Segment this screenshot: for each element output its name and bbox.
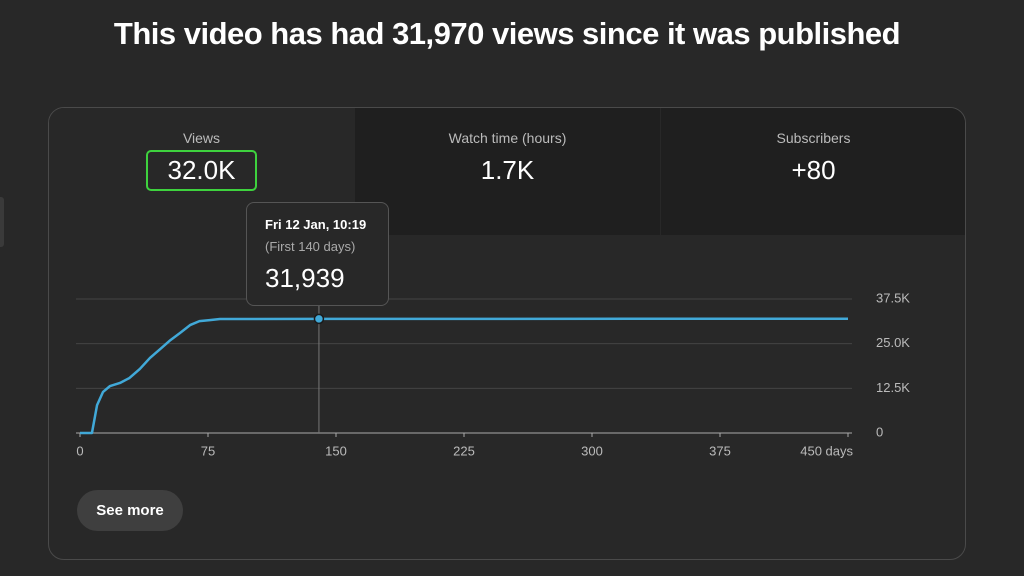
- tooltip: Fri 12 Jan, 10:19 (First 140 days) 31,93…: [246, 202, 389, 306]
- line: [80, 317, 849, 435]
- y-tick-label: 12.5K: [876, 380, 910, 395]
- x-tick-label: 150: [325, 443, 347, 458]
- metric-tab[interactable]: Subscribers +80: [661, 108, 965, 235]
- hover-point: [313, 313, 325, 325]
- y-tick-label: 37.5K: [876, 290, 910, 305]
- side-panel-edge: [0, 197, 4, 247]
- x-tick-label: 75: [201, 443, 215, 458]
- y-tick-label: 0: [876, 424, 883, 439]
- analytics-card: Views 32.0K Watch time (hours) 1.7K Subscr…: [48, 107, 966, 560]
- tooltip-title: Fri 12 Jan, 10:19: [265, 217, 367, 232]
- x-tick-label: 450 days: [800, 443, 853, 458]
- page-title: This video has had 31,970 views since it…: [113, 16, 901, 51]
- metric-label: Subscribers: [776, 130, 851, 146]
- x-tick-label: 375: [709, 443, 731, 458]
- metric-label: Watch time (hours): [448, 130, 567, 146]
- tooltip-subtitle: (First 140 days): [265, 239, 356, 254]
- x-tick-label: 300: [581, 443, 603, 458]
- metric-label: Views: [182, 130, 221, 146]
- y-tick-label: 25.0K: [876, 335, 910, 350]
- metric-value: 32.0K: [145, 150, 258, 191]
- metric-tab[interactable]: Views 32.0K: [49, 108, 354, 235]
- metric-tab[interactable]: Watch time (hours) 1.7K: [355, 108, 660, 235]
- x-tick-label: 225: [453, 443, 475, 458]
- metric-value: +80: [791, 155, 836, 185]
- x-tick-label: 0: [76, 443, 83, 458]
- see-more-button[interactable]: See more: [77, 490, 183, 531]
- metric-value: 1.7K: [480, 155, 535, 185]
- tooltip-value: 31,939: [265, 263, 345, 293]
